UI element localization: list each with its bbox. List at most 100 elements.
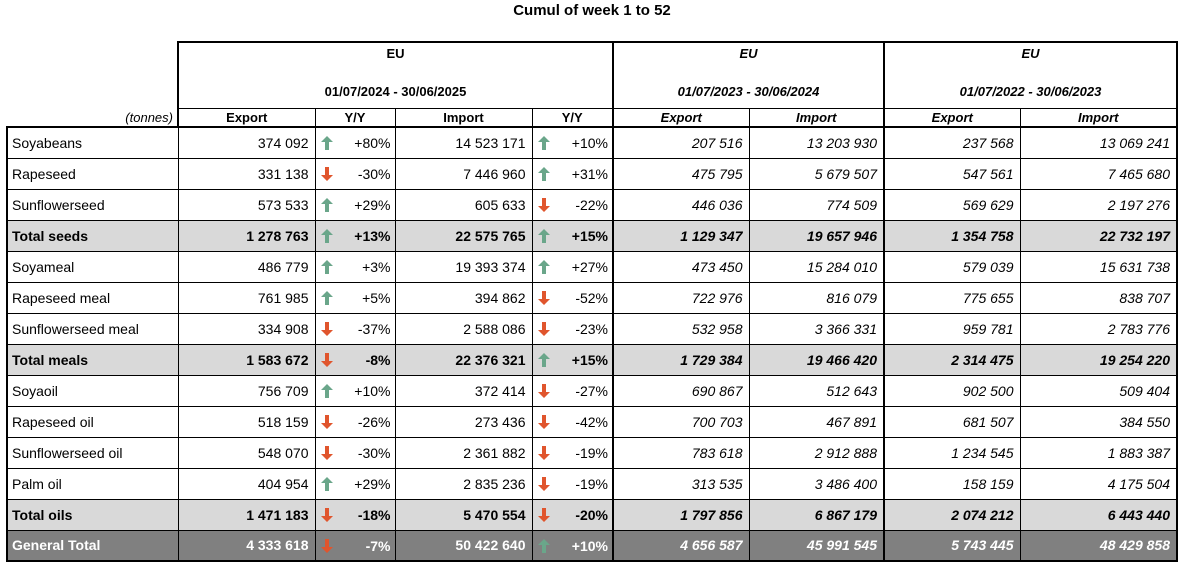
table-row: Total oils 1 471 183 -18% 5 470 554 -20% 1 79…: [6, 499, 1178, 531]
row-label: Total meals: [6, 344, 179, 376]
export-yy-value: +80%: [354, 135, 391, 151]
arrow-up-icon: [320, 476, 333, 491]
import-yy-value: +15%: [571, 227, 608, 244]
export-yy: +3%: [315, 251, 396, 283]
export-value-prev2: 237 568: [884, 127, 1021, 159]
export-value-prev2: 579 039: [884, 251, 1021, 283]
import-yy-value: +27%: [571, 258, 608, 275]
import-value: 372 414: [395, 375, 533, 407]
export-value: 1 278 763: [178, 220, 316, 252]
arrow-down-icon: [537, 321, 550, 336]
table-row: Rapeseed 331 138 -30% 7 446 960 +31% 475 795 5…: [6, 158, 1178, 190]
export-yy: -37%: [315, 313, 396, 345]
export-yy: -30%: [315, 437, 396, 469]
import-value: 273 436: [395, 406, 533, 438]
table-row: Soyabeans 374 092 +80% 14 523 171 +10% 207 51…: [6, 126, 1178, 159]
group-label-2025: EU: [177, 41, 614, 64]
table-row: Rapeseed meal 761 985 +5% 394 862 -52% 722 97…: [6, 282, 1178, 314]
import-yy-value: -52%: [575, 289, 608, 306]
export-value: 486 779: [178, 251, 316, 283]
row-label: Sunflowerseed oil: [6, 437, 179, 469]
import-yy-value: -42%: [575, 413, 608, 430]
table-row: Total seeds 1 278 763 +13% 22 575 765 +15% 1 …: [6, 220, 1178, 252]
arrow-up-icon: [537, 166, 550, 181]
col-header-import: Import: [1020, 108, 1178, 128]
import-value-prev2: 1 883 387: [1020, 437, 1178, 469]
import-value-prev2: 7 465 680: [1020, 158, 1178, 190]
export-value-prev2: 569 629: [884, 189, 1021, 221]
export-value-prev: 475 795: [613, 158, 750, 190]
col-header-export: Export: [884, 108, 1021, 128]
export-value: 1 471 183: [178, 499, 316, 531]
export-yy: -18%: [315, 499, 396, 531]
import-value-prev: 2 912 888: [749, 437, 885, 469]
arrow-up-icon: [320, 136, 333, 150]
export-value-prev: 700 703: [613, 406, 750, 438]
import-yy-value: +10%: [571, 135, 608, 151]
export-value: 404 954: [178, 468, 316, 500]
table-row: Total meals 1 583 672 -8% 22 376 321 +15% 1 7…: [6, 344, 1178, 376]
import-yy: -20%: [532, 499, 614, 531]
table-row: Sunflowerseed meal 334 908 -37% 2 588 086 -2…: [6, 313, 1178, 345]
export-value-prev: 1 129 347: [613, 220, 750, 252]
row-label: Soyabeans: [6, 126, 179, 159]
export-yy-value: -18%: [357, 506, 391, 523]
import-value-prev2: 838 707: [1020, 282, 1178, 314]
export-yy-value: +5%: [362, 289, 391, 306]
export-yy: +5%: [315, 282, 396, 314]
table-row: Sunflowerseed oil 548 070 -30% 2 361 882 -19…: [6, 437, 1178, 469]
export-yy: -30%: [315, 158, 396, 190]
import-value: 2 835 236: [395, 468, 533, 500]
export-value-prev2: 681 507: [884, 406, 1021, 438]
arrow-down-icon: [537, 197, 550, 212]
row-label: Rapeseed oil: [6, 406, 179, 438]
export-value-prev2: 775 655: [884, 282, 1021, 314]
arrow-down-icon: [537, 383, 550, 398]
arrow-down-icon: [320, 507, 333, 522]
row-label: Rapeseed meal: [6, 282, 179, 314]
arrow-up-icon: [537, 136, 550, 150]
export-yy: +10%: [315, 375, 396, 407]
arrow-up-icon: [320, 259, 333, 274]
arrow-down-icon: [537, 445, 550, 460]
col-header-import-yy: Y/Y: [532, 108, 614, 128]
group-label-2024: EU: [613, 41, 885, 64]
import-yy-value: +15%: [571, 351, 608, 368]
arrow-down-icon: [537, 476, 550, 491]
export-value-prev: 4 656 587: [613, 530, 750, 562]
import-value: 605 633: [395, 189, 533, 221]
import-value-prev: 19 466 420: [749, 344, 885, 376]
import-value-prev2: 22 732 197: [1020, 220, 1178, 252]
import-value-prev2: 6 443 440: [1020, 499, 1178, 531]
table-row: Soyameal 486 779 +3% 19 393 374 +27% 473 450 1…: [6, 251, 1178, 283]
page-title: Cumul of week 1 to 52: [513, 2, 671, 19]
row-label: Palm oil: [6, 468, 179, 500]
arrow-up-icon: [537, 538, 550, 553]
export-yy-value: -37%: [357, 320, 391, 337]
import-value: 394 862: [395, 282, 533, 314]
arrow-down-icon: [320, 445, 333, 460]
export-yy: +13%: [315, 220, 396, 252]
export-value-prev: 1 729 384: [613, 344, 750, 376]
table-row: Sunflowerseed 573 533 +29% 605 633 -22% 446 0…: [6, 189, 1178, 221]
arrow-down-icon: [320, 538, 333, 553]
col-header-import: Import: [395, 108, 533, 128]
table-row: Soyaoil 756 709 +10% 372 414 -27% 690 867 512 …: [6, 375, 1178, 407]
export-value: 4 333 618: [178, 530, 316, 562]
export-value: 334 908: [178, 313, 316, 345]
table-row: Rapeseed oil 518 159 -26% 273 436 -42% 700 70…: [6, 406, 1178, 438]
import-value-prev2: 13 069 241: [1020, 127, 1178, 159]
arrow-down-icon: [320, 321, 333, 336]
import-yy: +10%: [532, 530, 614, 562]
export-yy-value: +13%: [354, 227, 391, 244]
import-yy-value: +10%: [571, 537, 608, 554]
row-label: Soyaoil: [6, 375, 179, 407]
import-value-prev: 3 366 331: [749, 313, 885, 345]
import-value-prev: 6 867 179: [749, 499, 885, 531]
export-value-prev: 473 450: [613, 251, 750, 283]
row-label: Sunflowerseed meal: [6, 313, 179, 345]
import-value-prev: 774 509: [749, 189, 885, 221]
col-header-export-yy: Y/Y: [315, 108, 396, 128]
arrow-up-icon: [537, 228, 550, 243]
import-value-prev: 45 991 545: [749, 530, 885, 562]
